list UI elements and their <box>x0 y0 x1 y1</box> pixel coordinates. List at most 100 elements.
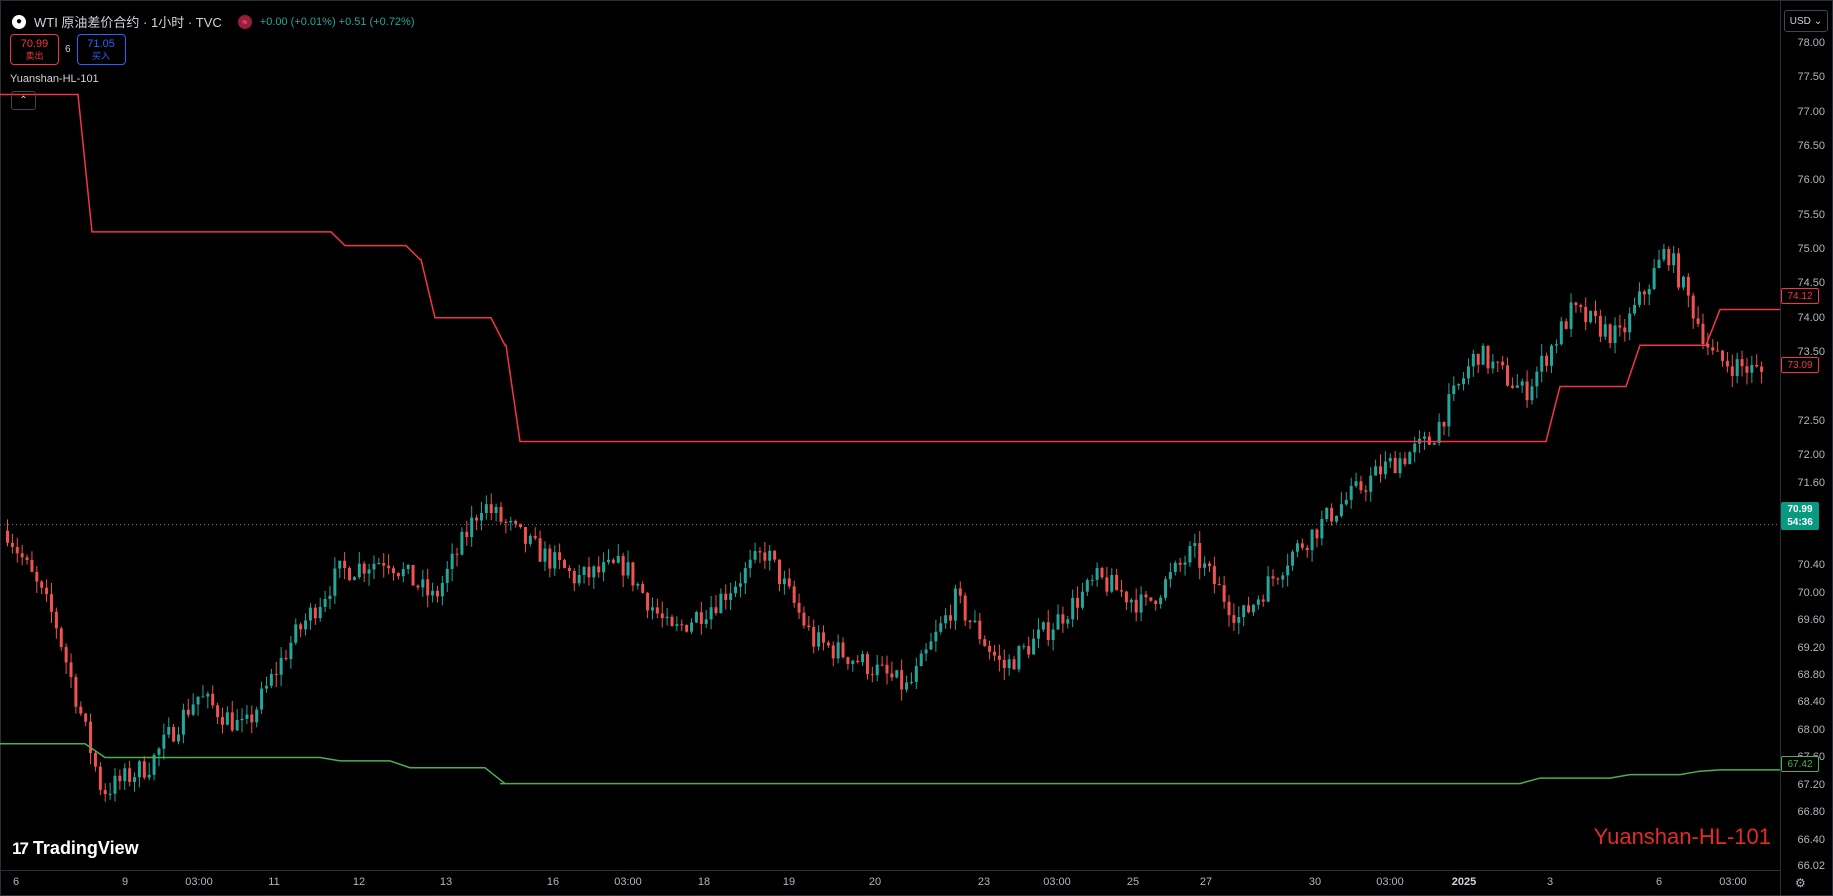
indicator-name[interactable]: Yuanshan-HL-101 <box>10 73 99 85</box>
candle <box>1144 591 1148 606</box>
candle <box>997 644 1001 672</box>
candle <box>729 582 733 611</box>
candle <box>787 568 791 589</box>
candle <box>1227 594 1231 627</box>
candle <box>328 586 332 610</box>
candle <box>567 565 571 579</box>
time-tick: 03:00 <box>185 876 213 888</box>
candle <box>782 570 786 595</box>
candle <box>870 666 874 683</box>
candle <box>1300 538 1304 551</box>
currency-select[interactable]: USD ⌄ <box>1784 10 1828 32</box>
candle <box>387 554 391 575</box>
candle <box>768 544 772 571</box>
time-tick: 12 <box>352 876 366 888</box>
candle <box>1657 249 1661 269</box>
price-tick: 68.00 <box>1797 723 1825 736</box>
candle <box>1261 594 1265 607</box>
candle <box>1100 566 1104 580</box>
buy-button[interactable]: 71.05 买入 <box>76 34 126 65</box>
candle <box>1281 571 1285 588</box>
candle <box>431 582 435 603</box>
candle <box>631 561 635 592</box>
price-change: +0.00 (+0.01%) +0.51 (+0.72%) <box>259 15 415 28</box>
candle <box>597 556 601 578</box>
candle <box>641 581 645 594</box>
price-chart[interactable] <box>0 0 1780 870</box>
candle <box>1286 553 1290 587</box>
candle <box>133 772 137 792</box>
candle <box>1154 599 1158 611</box>
candle <box>299 622 303 638</box>
candle <box>958 581 962 604</box>
candle <box>1183 555 1187 576</box>
candle <box>1486 345 1490 374</box>
candle <box>435 585 439 603</box>
candle <box>1251 603 1255 617</box>
chevron-down-icon: ⌄ <box>1813 15 1823 27</box>
candle <box>201 685 205 698</box>
candle <box>831 641 835 667</box>
sell-button[interactable]: 70.99 卖出 <box>10 34 59 65</box>
candle <box>1535 366 1539 399</box>
candle <box>1139 586 1143 622</box>
time-tick: 6 <box>1655 876 1663 888</box>
candle <box>582 566 586 584</box>
candle <box>128 760 132 787</box>
candle <box>924 643 928 662</box>
candle <box>1203 556 1207 576</box>
candle <box>1701 313 1705 350</box>
candle <box>1750 355 1754 383</box>
candle <box>1237 606 1241 635</box>
candle <box>186 698 190 718</box>
candle <box>1393 450 1397 474</box>
candle <box>934 619 938 652</box>
candle <box>660 601 664 628</box>
candle <box>773 550 777 563</box>
time-axis[interactable]: 6 9 03:00 11 12 13 16 03:00 18 19 20 23 03:00 25 27 30 0… <box>0 870 1780 896</box>
candle <box>685 624 689 633</box>
candle <box>1481 343 1485 365</box>
time-tick: 13 <box>439 876 453 888</box>
collapse-indicators-button[interactable]: ⌃ <box>11 91 36 110</box>
chart-plot-area[interactable] <box>0 0 1780 870</box>
symbol-title[interactable]: WTI 原油差价合约 · 1小时 · TVC <box>34 15 222 30</box>
settings-icon[interactable]: ⚙ <box>1795 876 1806 890</box>
candle <box>118 769 122 790</box>
candle <box>1686 273 1690 308</box>
candle <box>1017 644 1021 673</box>
candle <box>1457 383 1461 390</box>
candle <box>289 635 293 669</box>
candle <box>992 645 996 661</box>
candle <box>352 575 356 581</box>
time-tick: 03:00 <box>1043 876 1071 888</box>
candle <box>797 593 801 620</box>
price-tick: 66.40 <box>1797 833 1825 846</box>
price-tick: 69.60 <box>1797 614 1825 627</box>
candle <box>528 533 532 547</box>
candle <box>1628 307 1632 341</box>
candle <box>538 530 542 562</box>
candle <box>1589 310 1593 324</box>
lower-band-price-label: 67.42 <box>1781 756 1819 772</box>
candle <box>1442 421 1446 436</box>
time-tick: 20 <box>868 876 882 888</box>
candle <box>45 579 49 603</box>
candle <box>1095 562 1099 587</box>
candle <box>1115 568 1119 591</box>
candle <box>748 549 752 578</box>
candle <box>304 613 308 636</box>
candle <box>323 590 327 613</box>
tradingview-logo[interactable]: 17 TradingView <box>12 838 139 859</box>
candle <box>230 701 234 733</box>
candle <box>949 604 953 629</box>
candle <box>1330 503 1334 526</box>
candle <box>792 580 796 608</box>
candle <box>1232 603 1236 632</box>
candle <box>826 640 830 649</box>
candle <box>245 705 249 725</box>
candle <box>1222 575 1226 609</box>
exchange-icon[interactable]: ≈ <box>237 14 252 29</box>
candle <box>69 653 73 688</box>
sell-label: 卖出 <box>25 50 44 61</box>
